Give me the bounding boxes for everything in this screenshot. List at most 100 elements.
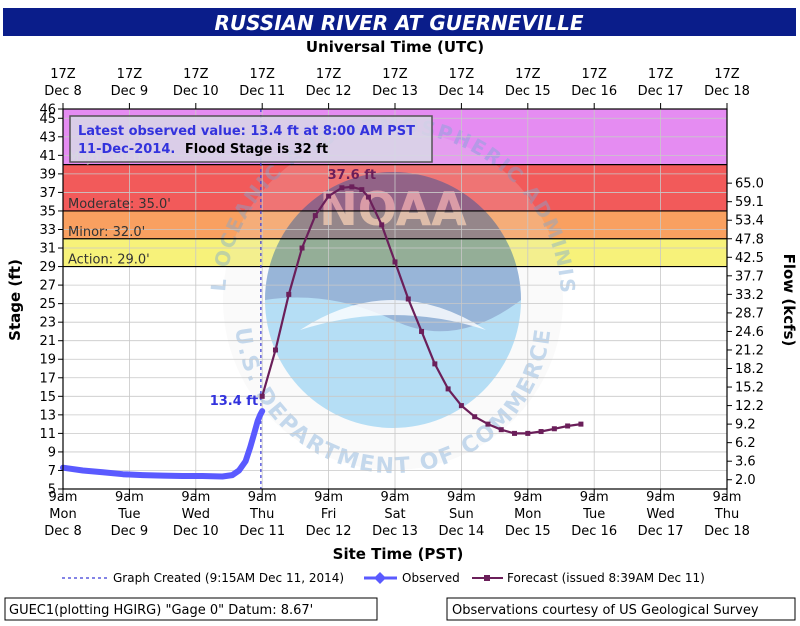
- top-tick-label-date: Dec 12: [306, 84, 352, 99]
- bottom-tick-label-time: 9am: [513, 490, 542, 505]
- flow-tick-label: 3.6: [735, 455, 756, 470]
- top-tick-label-hour: 17Z: [117, 67, 143, 82]
- forecast-point: [392, 259, 398, 265]
- top-tick-label-hour: 17Z: [449, 67, 475, 82]
- top-tick-label-date: Dec 8: [44, 84, 82, 99]
- y-tick-label: 45: [39, 112, 56, 127]
- top-tick-label-date: Dec 13: [372, 84, 418, 99]
- top-tick-label-hour: 17Z: [581, 67, 607, 82]
- forecast-point: [365, 194, 371, 200]
- bottom-tick-label-time: 9am: [49, 490, 78, 505]
- observed-point: [247, 444, 253, 450]
- forecast-point: [405, 296, 411, 302]
- observed-point: [140, 472, 146, 478]
- observed-point: [100, 469, 106, 475]
- forecast-point: [359, 187, 365, 193]
- legend-forecast-marker: [484, 575, 490, 581]
- top-tick-label-hour: 17Z: [50, 67, 76, 82]
- top-axis-label: Universal Time (UTC): [306, 38, 484, 56]
- forecast-point: [538, 429, 544, 435]
- bottom-tick-label-date: Dec 11: [239, 524, 285, 539]
- title-bar: [3, 8, 796, 36]
- top-tick-label-hour: 17Z: [382, 67, 408, 82]
- observed-point: [255, 418, 261, 424]
- forecast-point: [578, 421, 584, 427]
- top-tick-label-hour: 17Z: [249, 67, 275, 82]
- forecast-point: [472, 414, 478, 420]
- observed-point: [243, 458, 249, 464]
- info-line-2-date: 11-Dec-2014.: [78, 142, 175, 157]
- bottom-tick-label-time: 9am: [447, 490, 476, 505]
- top-tick-label-date: Dec 18: [704, 84, 750, 99]
- flow-tick-label: 65.0: [735, 177, 764, 192]
- forecast-point: [272, 347, 278, 353]
- forecast-point: [498, 427, 504, 433]
- info-line-2-flood-stage: Flood Stage is 32 ft: [185, 142, 328, 157]
- forecast-point: [551, 426, 557, 432]
- forecast-point: [432, 361, 438, 367]
- forecast-point: [525, 430, 531, 436]
- forecast-point: [565, 423, 571, 429]
- y-tick-label: 17: [39, 371, 56, 386]
- chart-title: RUSSIAN RIVER AT GUERNEVILLE: [214, 11, 583, 35]
- forecast-point: [349, 184, 355, 190]
- flow-tick-label: 24.6: [735, 325, 764, 340]
- bottom-tick-label-time: 9am: [713, 490, 742, 505]
- flow-tick-label: 2.0: [735, 473, 756, 488]
- bottom-tick-label-date: Dec 12: [306, 524, 352, 539]
- forecast-point: [299, 245, 305, 251]
- observed-point: [236, 467, 242, 473]
- y-tick-label: 15: [39, 390, 56, 405]
- y-tick-label: 35: [39, 204, 56, 219]
- flow-tick-label: 47.8: [735, 232, 764, 247]
- observed-point: [257, 412, 263, 418]
- bottom-tick-label-day: Sun: [449, 507, 474, 522]
- y2-axis-label: Flow (kcfs): [780, 254, 798, 347]
- top-tick-label-date: Dec 16: [571, 84, 617, 99]
- bottom-tick-label-time: 9am: [646, 490, 675, 505]
- observed-point: [259, 408, 265, 414]
- footer-datum-text: GUEC1(plotting HGIRG) "Gage 0" Datum: 8.…: [9, 603, 313, 618]
- y-tick-label: 31: [39, 242, 56, 257]
- bottom-tick-label-day: Wed: [646, 507, 674, 522]
- observed-point: [229, 472, 235, 478]
- top-tick-label-hour: 17Z: [515, 67, 541, 82]
- bottom-tick-label-day: Fri: [321, 507, 337, 522]
- flow-tick-label: 37.7: [735, 269, 764, 284]
- forecast-point: [339, 185, 345, 191]
- y-tick-label: 39: [39, 167, 56, 182]
- svg-text:11-Dec-2014. Flood Stage: 11-Dec-2014. Flood Stage is 32 ft: [78, 142, 328, 157]
- flow-tick-label: 6.2: [735, 436, 756, 451]
- y-tick-label: 9: [48, 445, 56, 460]
- bottom-tick-label-day: Mon: [514, 507, 541, 522]
- forecast-peak-label: 37.6 ft: [328, 168, 376, 183]
- bottom-axis-label: Site Time (PST): [333, 545, 464, 563]
- bottom-tick-label-date: Dec 16: [571, 524, 617, 539]
- series-layer: 13.4 ft 37.6 ft: [60, 109, 584, 489]
- bottom-tick-label-day: Mon: [49, 507, 76, 522]
- flow-tick-label: 28.7: [735, 306, 764, 321]
- forecast-point: [512, 430, 518, 436]
- top-tick-label-hour: 17Z: [714, 67, 740, 82]
- bottom-tick-label-day: Tue: [582, 507, 605, 522]
- y-tick-label: 33: [39, 223, 56, 238]
- legend-observed-label: Observed: [402, 571, 460, 585]
- flow-tick-label: 12.2: [735, 399, 764, 414]
- observed-point: [160, 473, 166, 479]
- threshold-label: Action: 29.0': [68, 253, 150, 268]
- flow-tick-label: 53.4: [735, 214, 764, 229]
- forecast-point: [485, 421, 491, 427]
- legend-observed-marker: [374, 572, 386, 584]
- bottom-tick-label-date: Dec 13: [372, 524, 418, 539]
- forecast-point: [419, 328, 425, 334]
- y-tick-label: 19: [39, 353, 56, 368]
- footer-credit-text: Observations courtesy of US Geological S…: [452, 603, 759, 618]
- y-axis-label: Stage (ft): [6, 259, 24, 341]
- top-tick-label-hour: 17Z: [183, 67, 209, 82]
- bottom-tick-label-day: Sat: [384, 507, 405, 522]
- y-tick-label: 11: [39, 427, 56, 442]
- flow-tick-label: 33.2: [735, 288, 764, 303]
- bottom-tick-label-date: Dec 9: [111, 524, 149, 539]
- flow-tick-label: 59.1: [735, 195, 764, 210]
